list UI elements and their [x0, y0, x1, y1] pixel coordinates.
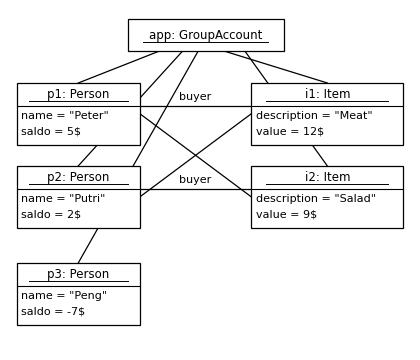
- Text: p2: Person: p2: Person: [47, 171, 110, 184]
- Text: description = "Salad": description = "Salad": [256, 194, 376, 204]
- Text: saldo = 2$: saldo = 2$: [21, 209, 81, 219]
- Text: name = "Peter": name = "Peter": [21, 111, 109, 121]
- Text: i2: Item: i2: Item: [304, 171, 350, 184]
- Text: saldo = 5$: saldo = 5$: [21, 126, 81, 136]
- Bar: [16, 83, 140, 145]
- Bar: [16, 166, 140, 228]
- Text: buyer: buyer: [179, 92, 212, 102]
- Bar: [16, 263, 140, 325]
- Bar: [251, 166, 404, 228]
- Text: p1: Person: p1: Person: [47, 88, 110, 101]
- Text: p3: Person: p3: Person: [47, 268, 110, 281]
- Bar: [251, 83, 404, 145]
- Text: value = 9$: value = 9$: [256, 209, 317, 219]
- Text: description = "Meat": description = "Meat": [256, 111, 373, 121]
- Text: name = "Putri": name = "Putri": [21, 194, 106, 204]
- Text: app: GroupAccount: app: GroupAccount: [149, 29, 262, 42]
- Text: name = "Peng": name = "Peng": [21, 291, 108, 301]
- Bar: [128, 19, 284, 51]
- Text: value = 12$: value = 12$: [256, 126, 324, 136]
- Text: saldo = -7$: saldo = -7$: [21, 306, 86, 316]
- Text: buyer: buyer: [179, 175, 212, 185]
- Text: i1: Item: i1: Item: [304, 88, 350, 101]
